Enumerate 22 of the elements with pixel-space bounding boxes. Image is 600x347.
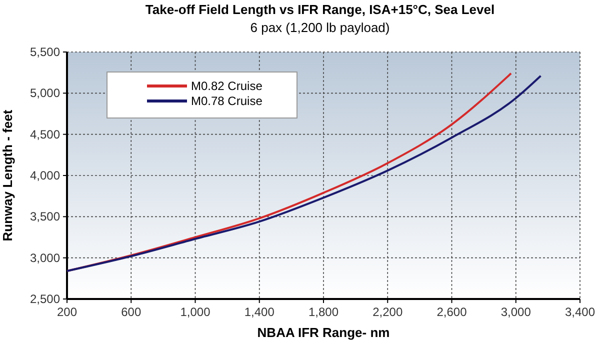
x-tick-label: 2,600: [436, 305, 468, 319]
x-tick-label: 1,800: [308, 305, 339, 319]
x-tick-label: 1,400: [244, 305, 275, 319]
y-tick-label: 5,000: [30, 86, 60, 100]
y-axis-title: Runway Length - feet: [0, 109, 15, 242]
chart-subtitle: 6 pax (1,200 lb payload): [250, 20, 390, 35]
x-tick-label: 600: [121, 305, 142, 319]
x-tick-label: 3,400: [564, 305, 596, 319]
y-tick-label: 3,500: [30, 210, 60, 224]
legend-label: M0.78 Cruise: [191, 94, 263, 108]
x-tick-label: 2,200: [372, 305, 403, 319]
x-tick-label: 200: [56, 305, 78, 319]
y-tick-label: 4,000: [30, 168, 60, 182]
y-tick-label: 4,500: [30, 127, 60, 142]
y-tick-label: 3,000: [30, 250, 60, 265]
legend-label: M0.82 Cruise: [191, 79, 263, 93]
x-tick-label: 3,000: [500, 305, 532, 319]
chart-title: Take-off Field Length vs IFR Range, ISA+15°C, Sea Level: [145, 2, 495, 17]
x-axis-title: NBAA IFR Range- nm: [257, 325, 390, 340]
y-tick-label: 5,500: [30, 45, 60, 59]
x-tick-label: 1,000: [180, 305, 211, 319]
y-tick-label: 2,500: [30, 292, 60, 306]
